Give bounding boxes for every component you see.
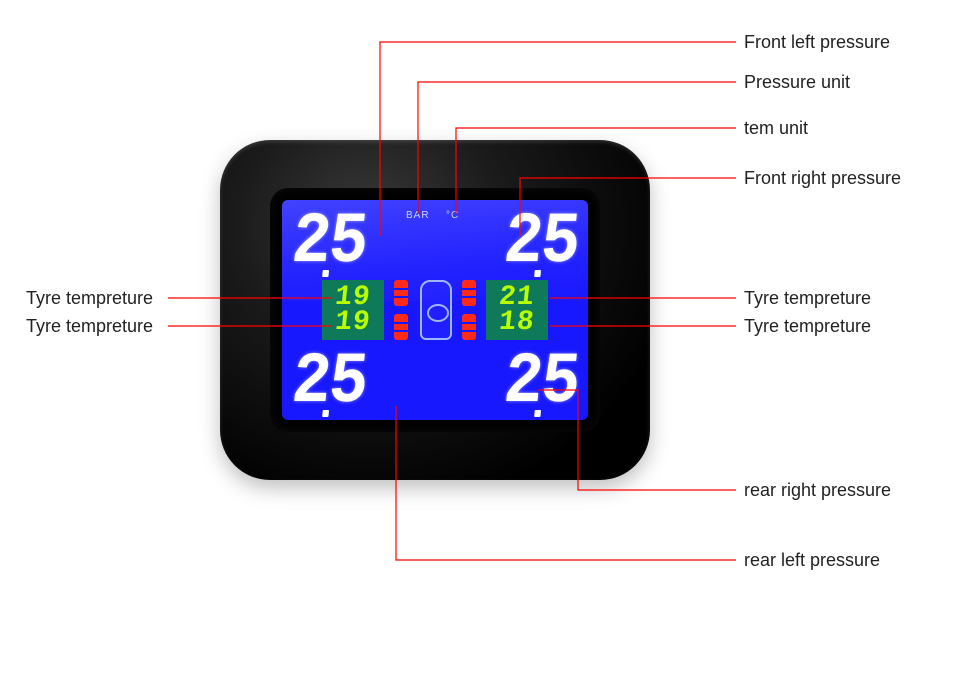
label-tyre-temp-rl: Tyre tempreture [26, 316, 153, 337]
screen-bezel: BAR °C 25 25 25 25 19 19 21 18 [270, 188, 600, 432]
label-temp-unit: tem unit [744, 118, 808, 139]
label-rear-right-pressure: rear right pressure [744, 480, 891, 501]
device-body: BAR °C 25 25 25 25 19 19 21 18 [220, 140, 650, 480]
temperature-unit-label: °C [446, 210, 459, 221]
front-right-pressure-value: 25 [500, 206, 581, 278]
rear-right-pressure-value: 25 [500, 346, 581, 418]
label-front-left-pressure: Front left pressure [744, 32, 890, 53]
front-left-pressure-value: 25 [289, 206, 370, 278]
label-tyre-temp-fl: Tyre tempreture [26, 288, 153, 309]
label-pressure-unit: Pressure unit [744, 72, 850, 93]
temperature-rear-left: 19 [334, 310, 372, 335]
label-tyre-temp-fr: Tyre tempreture [744, 288, 871, 309]
car-icon [420, 280, 452, 340]
pressure-unit-label: BAR [406, 210, 430, 221]
temperature-rear-right: 18 [498, 310, 536, 335]
tyre-icon [394, 314, 408, 340]
temperature-box-left: 19 19 [322, 280, 384, 340]
tyre-icon [394, 280, 408, 306]
label-tyre-temp-rr: Tyre tempreture [744, 316, 871, 337]
label-front-right-pressure: Front right pressure [744, 168, 901, 189]
tyre-icon [462, 280, 476, 306]
label-rear-left-pressure: rear left pressure [744, 550, 880, 571]
tyre-icon [462, 314, 476, 340]
rear-left-pressure-value: 25 [289, 346, 370, 418]
temperature-box-right: 21 18 [486, 280, 548, 340]
lcd-screen: BAR °C 25 25 25 25 19 19 21 18 [282, 200, 588, 420]
